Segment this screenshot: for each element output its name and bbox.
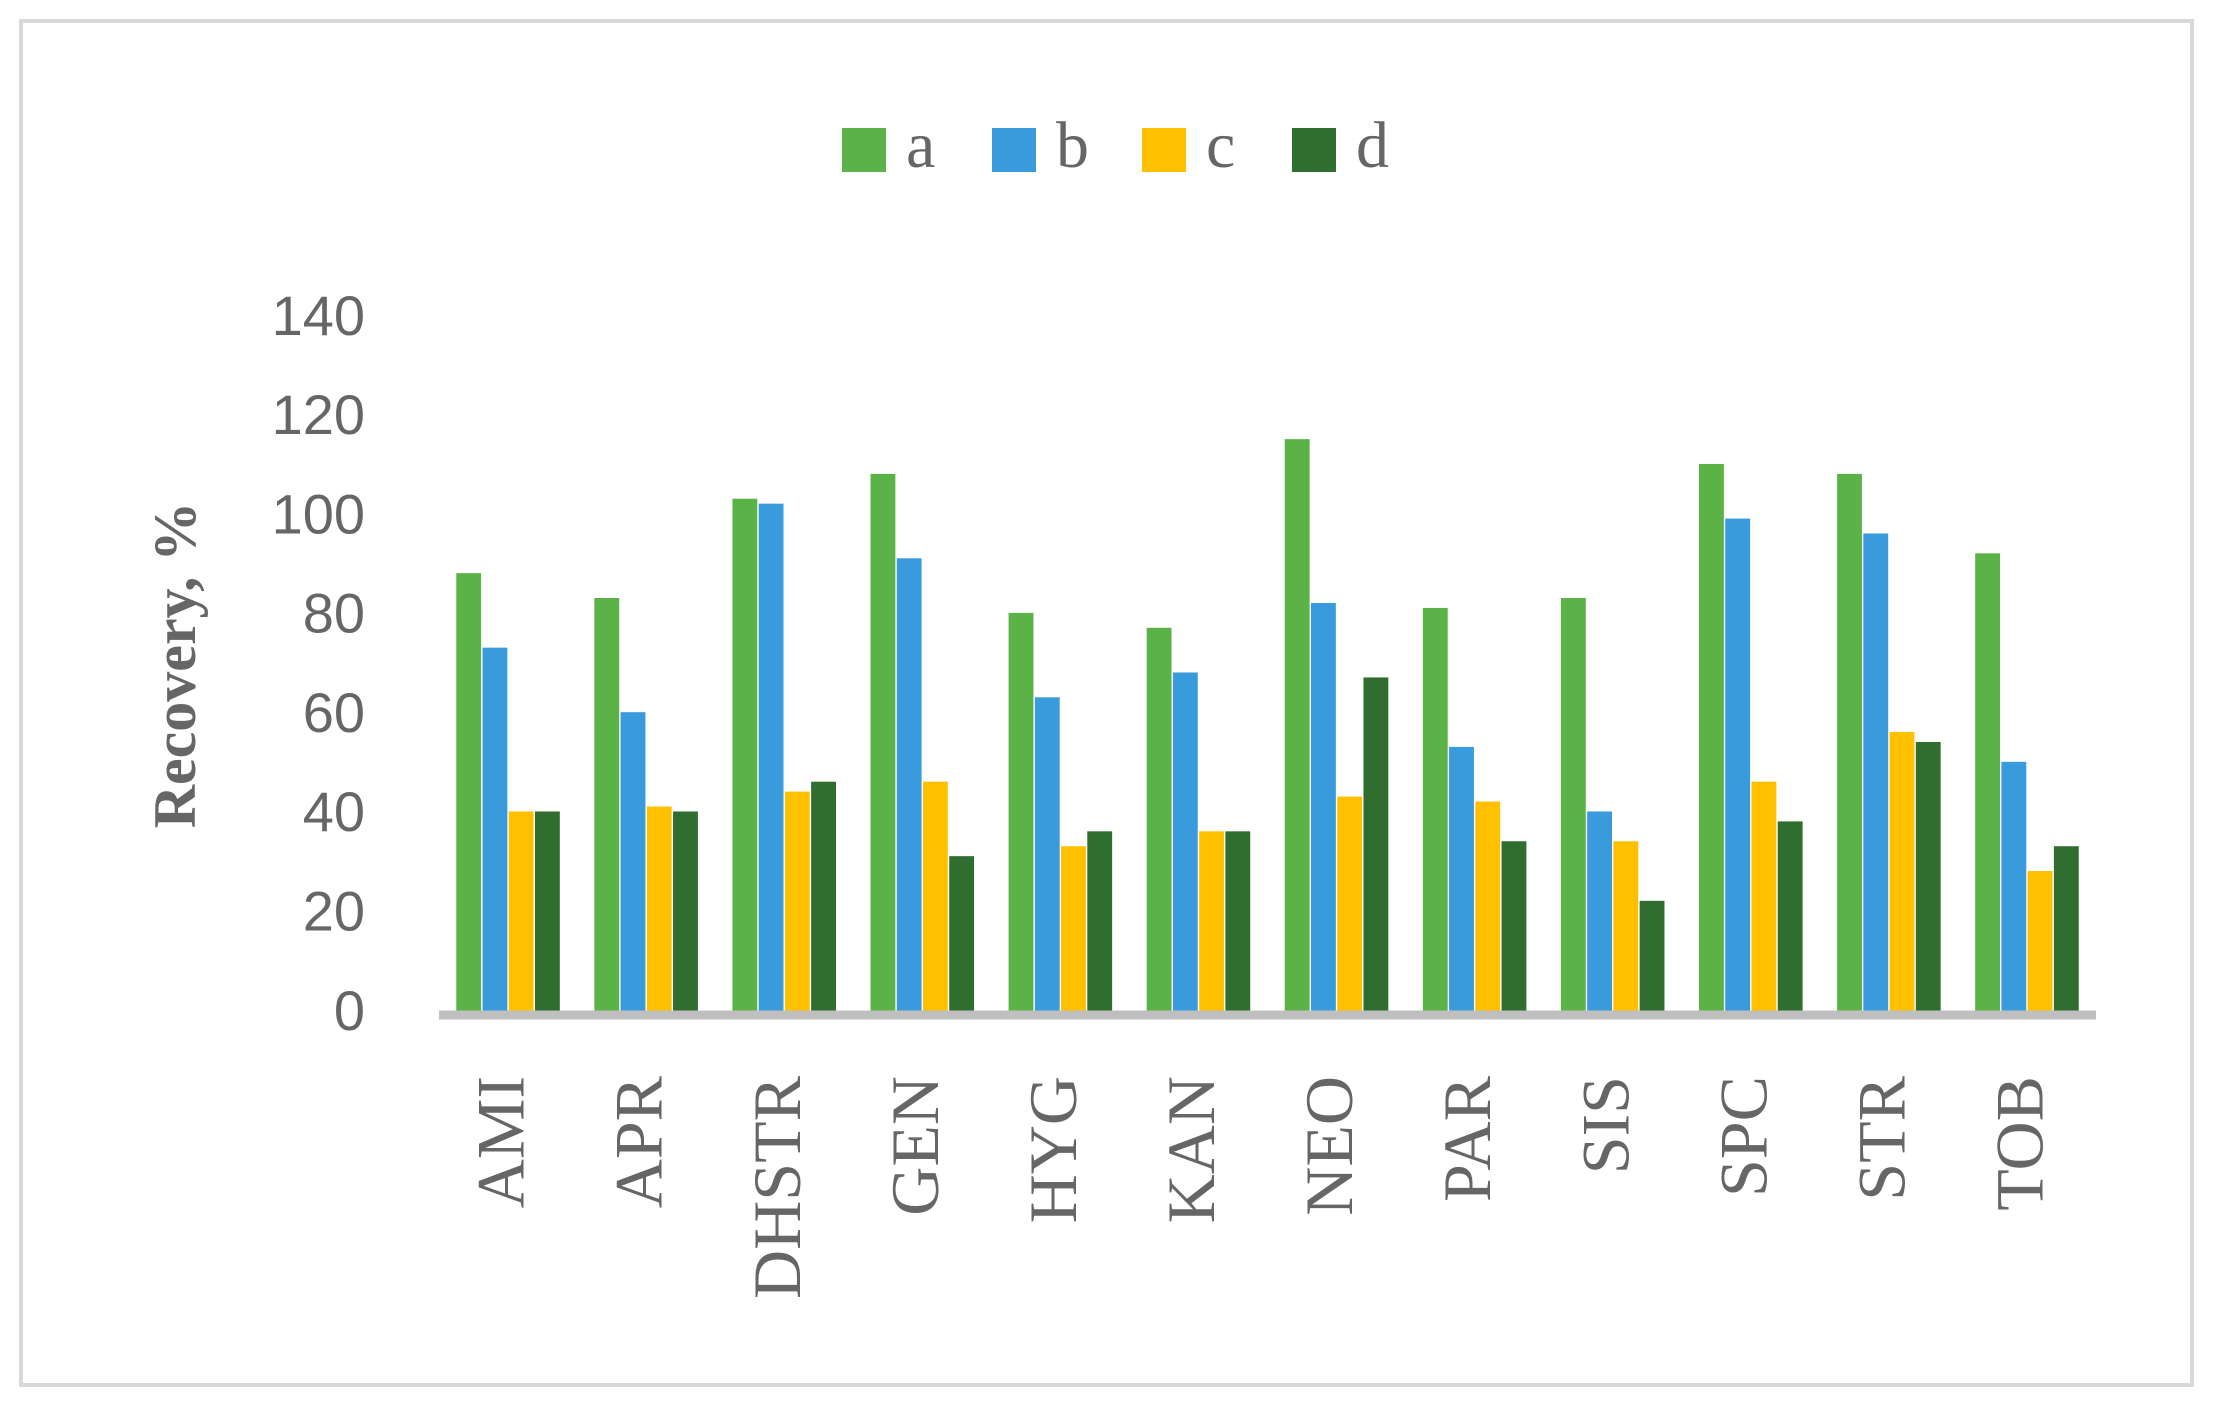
legend-label: d: [1356, 109, 1389, 182]
x-tick-label: APR: [601, 1075, 677, 1208]
x-tick-label: PAR: [1429, 1075, 1505, 1202]
bar: [1225, 831, 1251, 1015]
legend-swatch: [992, 128, 1036, 172]
y-tick-label: 0: [334, 979, 365, 1042]
bar: [1587, 811, 1613, 1015]
x-tick-label: SIS: [1567, 1076, 1643, 1174]
bar: [1751, 781, 1777, 1015]
bar: [594, 598, 620, 1015]
x-tick-label: KAN: [1153, 1076, 1229, 1223]
y-tick-label: 40: [303, 780, 365, 843]
legend-swatch: [842, 128, 886, 172]
legend-label: c: [1206, 109, 1235, 182]
bar: [1777, 821, 1803, 1015]
y-tick-label: 20: [303, 880, 365, 943]
bar: [1501, 841, 1527, 1015]
bar: [1699, 463, 1724, 1015]
bar: [1449, 746, 1474, 1015]
bar: [1199, 831, 1225, 1015]
y-tick-label: 140: [272, 284, 365, 347]
x-tick-label: GEN: [877, 1076, 953, 1216]
bar: [1034, 697, 1060, 1015]
x-tick-label: NEO: [1291, 1076, 1367, 1216]
legend-swatch: [1142, 128, 1186, 172]
legend-label: a: [906, 109, 935, 182]
bar: [1310, 602, 1336, 1015]
bar: [2053, 846, 2079, 1015]
bar: [2027, 871, 2053, 1015]
bar: [1475, 801, 1501, 1015]
bar: [1613, 841, 1639, 1015]
bar: [534, 811, 560, 1015]
x-tick-label: DHSTR: [739, 1075, 815, 1299]
bar: [1061, 846, 1086, 1015]
bar: [646, 806, 672, 1015]
y-tick-label: 80: [303, 582, 365, 645]
x-tick-label: HYG: [1015, 1076, 1091, 1223]
bar: [1863, 533, 1889, 1015]
bar: [1363, 677, 1389, 1015]
bar: [896, 558, 922, 1015]
y-axis-title: Recovery, %: [142, 502, 208, 829]
bar: [1284, 439, 1310, 1016]
bar: [758, 503, 784, 1015]
bar: [2001, 761, 2027, 1015]
bar: [508, 811, 534, 1015]
bar: [1975, 553, 2001, 1015]
bar: [1146, 627, 1172, 1015]
chart-border: [19, 19, 2194, 1387]
bar: [620, 712, 646, 1015]
bar: [482, 647, 508, 1015]
bar: [1560, 598, 1586, 1015]
bar: [732, 498, 758, 1015]
x-tick-label: AMI: [463, 1076, 539, 1208]
bar: [811, 781, 836, 1015]
y-tick-label: 100: [272, 482, 365, 545]
legend-swatch: [1292, 128, 1336, 172]
bar: [1172, 672, 1198, 1015]
bar: [870, 473, 896, 1016]
bar: [1837, 473, 1862, 1016]
y-tick-label: 120: [272, 383, 365, 446]
bar: [1915, 741, 1941, 1015]
bar: [922, 781, 948, 1015]
x-tick-label: STR: [1843, 1075, 1919, 1200]
bar: [1639, 900, 1665, 1015]
bar: [673, 811, 698, 1015]
bar: [1008, 612, 1034, 1015]
y-tick-label: 60: [303, 681, 365, 744]
bar: [1337, 796, 1363, 1015]
bar: [784, 791, 810, 1015]
bar: [1087, 831, 1113, 1015]
bar: [1889, 732, 1915, 1015]
bar: [1725, 518, 1751, 1015]
legend-label: b: [1056, 109, 1089, 182]
bar: [1422, 607, 1448, 1015]
bar: [456, 573, 482, 1015]
bar: [949, 856, 975, 1015]
x-tick-label: SPC: [1705, 1076, 1781, 1197]
x-tick-label: TOB: [1982, 1076, 2058, 1211]
